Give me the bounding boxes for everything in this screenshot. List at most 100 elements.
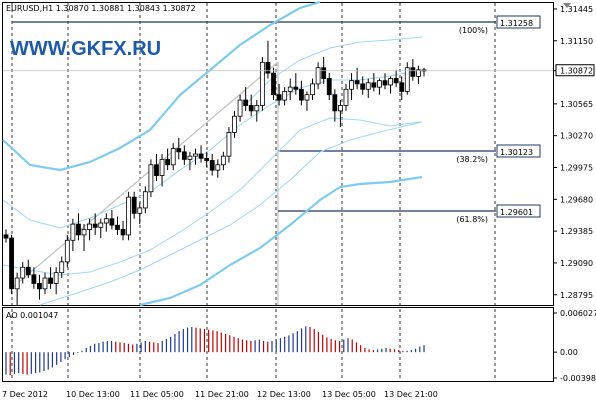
candle-body [248, 105, 254, 112]
indicator-tick-label: 0.006027 [560, 309, 596, 318]
candle-body [259, 61, 265, 106]
fibo-price-label: 1.31258 [500, 19, 533, 28]
candle-body [304, 94, 310, 101]
time-axis: 7 Dec 2012 10 Dec 13:00 11 Dec 05:00 11 Dec… [2, 390, 438, 399]
candle-body [176, 148, 182, 153]
candle-body [209, 160, 215, 171]
candle-body [64, 239, 70, 263]
indicator-axis: 0.006027 0.00 -0.00398 [553, 309, 596, 383]
price-tick-label: 1.30872 [560, 67, 593, 76]
current-price-marker [555, 64, 595, 77]
candle-body [148, 164, 154, 193]
price-tick-label: 1.29680 [560, 195, 593, 204]
fibo-price-box [496, 144, 541, 158]
band-line [39, 121, 423, 306]
candle-body [337, 105, 343, 112]
candle-body [254, 105, 260, 112]
candle-body [120, 229, 126, 236]
band-line [244, 36, 423, 106]
candle-body [232, 115, 237, 133]
candle-body [92, 223, 98, 228]
symbol-header: EURUSD,H1 1.30870 1.30881 1.30843 1.3087… [6, 4, 196, 13]
fibonacci-retracement[interactable]: (100%) 1.31258 (38.2%) 1.30123 (61.8%) 1.2960… [11, 15, 541, 305]
candle-body [198, 153, 204, 159]
candle-body [276, 94, 282, 101]
candle-body [115, 224, 120, 230]
candle-body [137, 207, 143, 214]
candle-body [31, 274, 37, 284]
fibo-price-label: 1.30123 [500, 148, 533, 157]
time-tick-label: 10 Dec 13:00 [66, 390, 120, 399]
candle-body [131, 196, 137, 214]
candle-body [9, 237, 14, 290]
candle-body [382, 80, 388, 86]
band-line [2, 117, 421, 276]
vertical-grid [11, 3, 496, 381]
candle-body [298, 88, 304, 101]
candle-body [181, 151, 187, 160]
chart-shift-marker-icon[interactable] [563, 3, 571, 8]
time-tick-label: 12 Dec 13:00 [257, 390, 311, 399]
candle-body [37, 283, 42, 290]
candle-body [315, 67, 321, 85]
fibo-trend-line [11, 61, 279, 289]
envelope-bands [2, 0, 423, 307]
indicator-tick-label: 0.00 [560, 348, 578, 357]
price-tick-label: 1.31445 [560, 5, 593, 14]
candle-body [271, 72, 276, 96]
candle-body [76, 223, 81, 236]
candle-body [48, 277, 53, 284]
candle-body [98, 222, 104, 228]
candle-body [321, 67, 327, 79]
candlesticks [3, 40, 427, 305]
indicator-pane[interactable] [2, 307, 554, 382]
candle-body [220, 155, 226, 166]
candle-body [332, 94, 338, 112]
watermark-logo: WWW.GKFX.RU [10, 38, 161, 60]
candle-body [349, 80, 354, 90]
candle-body [287, 86, 293, 92]
fibo-level-label: (38.2%) [456, 155, 488, 164]
band-line [2, 69, 421, 229]
candle-body [53, 272, 59, 284]
candle-body [154, 164, 159, 176]
candle-body [87, 223, 92, 230]
price-tick-label: 1.30565 [560, 100, 593, 109]
indicator-label: AO 0.001047 [6, 311, 58, 320]
candle-body [310, 83, 315, 96]
candle-body [377, 80, 382, 88]
candle-body [142, 191, 148, 209]
candle-body [204, 157, 210, 161]
candle-body [399, 82, 405, 92]
price-tick-label: 1.29975 [560, 163, 593, 172]
fibo-price-box [496, 204, 541, 218]
time-tick-label: 11 Dec 05:00 [130, 390, 184, 399]
candle-body [404, 67, 410, 92]
candle-body [59, 261, 65, 274]
time-tick-label: 7 Dec 2012 [2, 390, 48, 399]
fibo-level-label: (100%) [459, 26, 488, 35]
band-line [2, 0, 321, 172]
price-axis: 1.31445 1.31150 1.30872 1.30565 1.30270 1.299… [3, 5, 595, 300]
candle-body [410, 67, 416, 77]
price-tick-label: 1.31150 [560, 37, 593, 46]
time-tick-label: 13 Dec 05:00 [322, 390, 376, 399]
candle-body [293, 86, 299, 90]
candle-body [265, 61, 271, 74]
candle-body [243, 99, 249, 106]
band-line [139, 175, 423, 307]
candle-body [388, 78, 393, 86]
candle-body [215, 164, 221, 171]
candle-body [193, 153, 198, 157]
time-tick-label: 13 Dec 21:00 [384, 390, 438, 399]
candle-body [282, 91, 288, 101]
fibo-level-label: (61.8%) [456, 215, 488, 224]
candle-body [159, 158, 165, 176]
indicator-tick-label: -0.00398 [560, 374, 596, 383]
candle-body [187, 155, 193, 160]
candle-body [365, 82, 371, 90]
candle-body [170, 148, 176, 166]
candle-body [360, 83, 366, 90]
